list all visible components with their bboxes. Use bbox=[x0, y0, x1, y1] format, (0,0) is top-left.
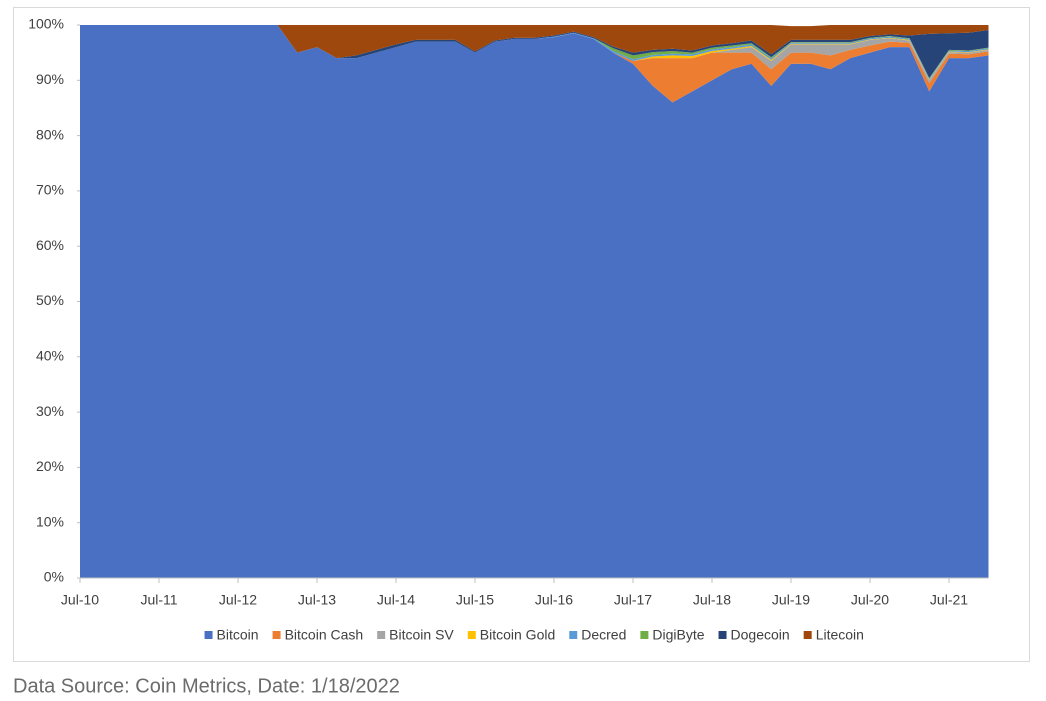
y-tick-label: 80% bbox=[36, 126, 64, 142]
y-tick-label: 60% bbox=[36, 237, 64, 253]
x-tick-label: Jul-21 bbox=[930, 592, 968, 608]
legend-label: DigiByte bbox=[652, 627, 704, 643]
area bbox=[80, 25, 989, 59]
plot-area bbox=[80, 25, 989, 578]
legend-label: Bitcoin bbox=[217, 627, 259, 643]
area bbox=[80, 25, 989, 103]
legend-swatch bbox=[377, 631, 386, 639]
legend-swatch bbox=[803, 631, 812, 639]
y-tick-label: 0% bbox=[44, 569, 64, 585]
legend-swatch bbox=[467, 631, 476, 639]
y-tick-label: 100% bbox=[28, 16, 64, 32]
x-tick-label: Jul-11 bbox=[140, 592, 177, 608]
x-tick-label: Jul-16 bbox=[535, 592, 573, 608]
legend-item: DigiByte bbox=[640, 627, 705, 643]
x-tick-label: Jul-18 bbox=[693, 592, 731, 608]
legend-label: Bitcoin SV bbox=[389, 627, 454, 643]
legend-item: Bitcoin SV bbox=[377, 627, 454, 643]
legend-label: Bitcoin Cash bbox=[285, 627, 364, 643]
x-tick-label: Jul-13 bbox=[298, 592, 336, 608]
area bbox=[80, 25, 989, 578]
x-tick-label: Jul-15 bbox=[456, 592, 494, 608]
legend-item: Dogecoin bbox=[718, 627, 790, 643]
y-tick-label: 70% bbox=[36, 182, 64, 198]
legend-swatch bbox=[718, 631, 727, 639]
x-tick-label: Jul-14 bbox=[377, 592, 415, 608]
legend-swatch bbox=[204, 631, 213, 639]
y-tick-label: 20% bbox=[36, 458, 64, 474]
x-tick-label: Jul-17 bbox=[614, 592, 652, 608]
y-tick-label: 10% bbox=[36, 513, 64, 529]
legend-item: Litecoin bbox=[803, 627, 864, 643]
legend-label: Bitcoin Gold bbox=[480, 627, 555, 643]
x-tick-label: Jul-10 bbox=[61, 592, 99, 608]
footer: Data Source: Coin Metrics, Date: 1/18/20… bbox=[13, 675, 400, 697]
x-tick-label: Jul-19 bbox=[772, 592, 810, 608]
legend-label: Dogecoin bbox=[731, 627, 790, 643]
legend-item: Bitcoin bbox=[204, 627, 259, 643]
y-tick-label: 90% bbox=[36, 71, 64, 87]
legend-label: Litecoin bbox=[816, 627, 864, 643]
y-tick-label: 40% bbox=[36, 348, 64, 364]
legend-swatch bbox=[272, 631, 281, 639]
x-tick-label: Jul-12 bbox=[219, 592, 257, 608]
legend-item: Bitcoin Cash bbox=[272, 627, 364, 643]
legend-label: Decred bbox=[581, 627, 626, 643]
legend-swatch bbox=[640, 631, 649, 639]
y-tick-label: 50% bbox=[36, 292, 64, 308]
legend-item: Decred bbox=[569, 627, 626, 643]
legend-item: Bitcoin Gold bbox=[467, 627, 555, 643]
x-tick-label: Jul-20 bbox=[851, 592, 889, 608]
legend-swatch bbox=[569, 631, 578, 639]
y-tick-label: 30% bbox=[36, 403, 64, 419]
